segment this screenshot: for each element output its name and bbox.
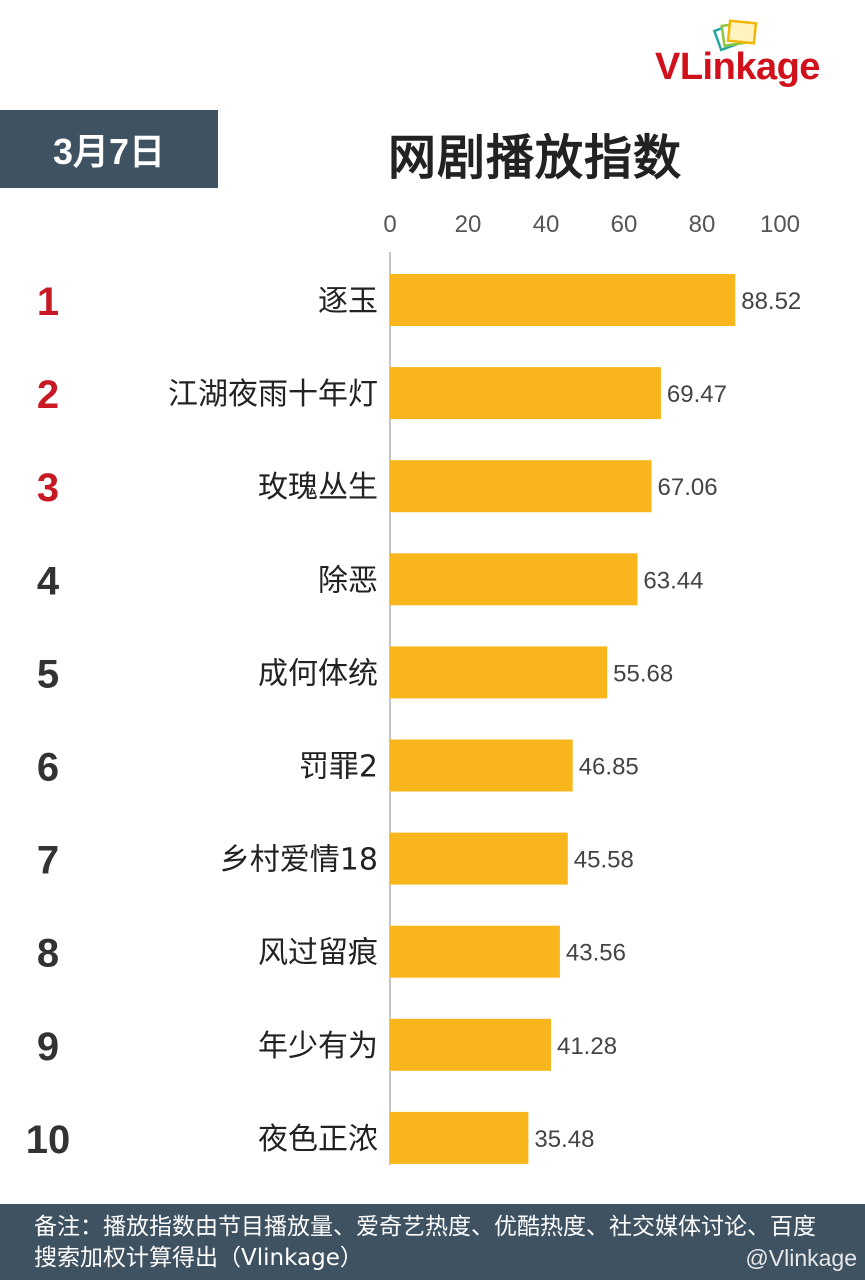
category-label: 年少有为 bbox=[258, 1029, 378, 1064]
rank-number: 5 bbox=[37, 652, 59, 696]
data-label: 41.28 bbox=[557, 1033, 617, 1060]
weibo-watermark: @Vlinkage bbox=[745, 1245, 857, 1271]
data-label: 55.68 bbox=[613, 660, 673, 687]
footer-bar: 备注：播放指数由节目播放量、爱奇艺热度、优酷热度、社交媒体讨论、百度搜索加权计算… bbox=[0, 1204, 865, 1280]
rank-number: 4 bbox=[37, 559, 60, 603]
data-label: 46.85 bbox=[579, 754, 639, 781]
bar bbox=[390, 832, 568, 885]
x-tick-label: 100 bbox=[760, 211, 800, 238]
data-label: 63.44 bbox=[643, 567, 703, 594]
category-label: 夜色正浓 bbox=[258, 1122, 378, 1157]
rank-number: 10 bbox=[26, 1118, 71, 1162]
x-tick-label: 0 bbox=[383, 211, 396, 238]
bar bbox=[390, 553, 638, 606]
bar bbox=[390, 1111, 529, 1164]
bar bbox=[390, 646, 608, 699]
rank-number: 8 bbox=[37, 932, 59, 976]
data-label: 88.52 bbox=[741, 288, 801, 315]
bar bbox=[390, 1018, 551, 1071]
category-label: 除恶 bbox=[318, 563, 378, 598]
bar bbox=[390, 739, 573, 792]
bar-chart: 0 20 40 60 80 100 88.52 逐玉 1 69.47 江湖夜雨十年灯 2 67.06 玫瑰… bbox=[26, 211, 801, 1165]
x-tick-label: 40 bbox=[533, 211, 560, 238]
brand-logo-text: VLinkage bbox=[655, 46, 820, 88]
data-label: 45.58 bbox=[574, 847, 634, 874]
rank-number: 9 bbox=[37, 1025, 59, 1069]
category-label: 罚罪2 bbox=[299, 750, 378, 785]
category-label: 风过留痕 bbox=[258, 936, 378, 971]
data-label: 69.47 bbox=[667, 381, 727, 408]
rank-number: 6 bbox=[37, 746, 59, 790]
cards-logo-icon bbox=[712, 19, 758, 52]
category-label: 成何体统 bbox=[258, 656, 378, 691]
data-label: 43.56 bbox=[566, 940, 626, 967]
bar bbox=[390, 274, 736, 326]
x-tick-label: 60 bbox=[611, 211, 638, 238]
vlinkage-logo: VLinkage bbox=[655, 18, 860, 93]
bar bbox=[390, 460, 652, 513]
footer-note: 备注：播放指数由节目播放量、爱奇艺热度、优酷热度、社交媒体讨论、百度搜索加权计算… bbox=[34, 1214, 816, 1271]
x-tick-label: 20 bbox=[455, 211, 482, 238]
x-tick-label: 80 bbox=[689, 211, 716, 238]
bar bbox=[390, 925, 560, 978]
data-label: 35.48 bbox=[534, 1126, 594, 1153]
category-label: 江湖夜雨十年灯 bbox=[168, 377, 378, 412]
date-badge: 3月7日 bbox=[0, 110, 218, 188]
rank-number: 7 bbox=[37, 839, 59, 883]
category-label: 玫瑰丛生 bbox=[258, 470, 378, 505]
category-label: 逐玉 bbox=[318, 284, 378, 319]
data-label: 67.06 bbox=[658, 474, 718, 501]
rank-number: 3 bbox=[37, 466, 59, 510]
rank-number: 2 bbox=[37, 373, 59, 417]
bar bbox=[390, 367, 661, 420]
rank-number: 1 bbox=[37, 280, 59, 324]
chart-title: 网剧播放指数 bbox=[387, 130, 682, 186]
category-label: 乡村爱情18 bbox=[220, 843, 378, 878]
